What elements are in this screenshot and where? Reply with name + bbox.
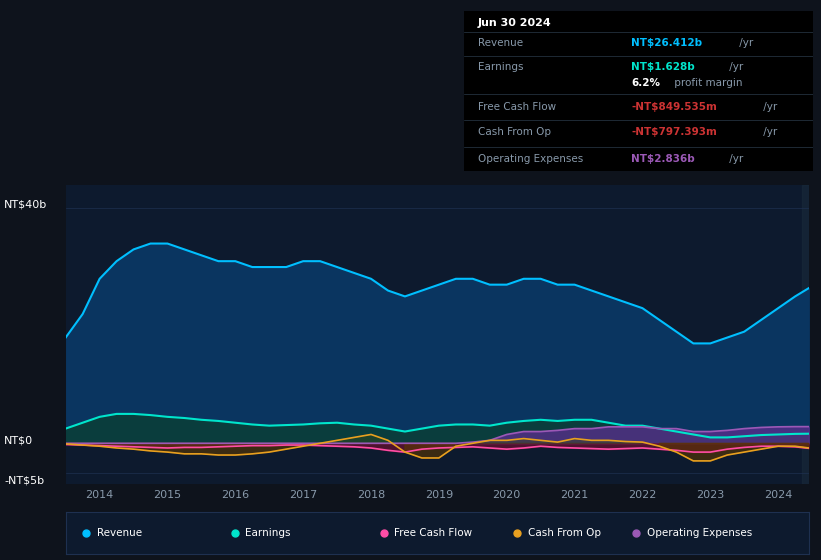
Text: /yr: /yr <box>726 62 743 72</box>
Text: -NT$5b: -NT$5b <box>4 475 44 486</box>
Text: Free Cash Flow: Free Cash Flow <box>478 102 556 112</box>
Text: NT$40b: NT$40b <box>4 200 48 210</box>
Text: Operating Expenses: Operating Expenses <box>647 529 752 538</box>
Bar <box>802 185 812 484</box>
Text: /yr: /yr <box>760 102 777 112</box>
Text: /yr: /yr <box>760 128 777 138</box>
Text: Revenue: Revenue <box>478 38 523 48</box>
Text: Jun 30 2024: Jun 30 2024 <box>478 18 552 29</box>
Text: /yr: /yr <box>726 154 743 164</box>
Text: Cash From Op: Cash From Op <box>478 128 551 138</box>
Text: NT$0: NT$0 <box>4 436 33 445</box>
Text: Cash From Op: Cash From Op <box>528 529 601 538</box>
Text: NT$2.836b: NT$2.836b <box>631 154 695 164</box>
Text: Operating Expenses: Operating Expenses <box>478 154 583 164</box>
Text: Revenue: Revenue <box>97 529 142 538</box>
Text: 6.2%: 6.2% <box>631 78 660 88</box>
Text: /yr: /yr <box>736 38 754 48</box>
Text: NT$1.628b: NT$1.628b <box>631 62 695 72</box>
Text: NT$26.412b: NT$26.412b <box>631 38 703 48</box>
Text: Free Cash Flow: Free Cash Flow <box>394 529 472 538</box>
Text: -NT$849.535m: -NT$849.535m <box>631 102 718 112</box>
Text: Earnings: Earnings <box>478 62 523 72</box>
Text: profit margin: profit margin <box>672 78 743 88</box>
Text: -NT$797.393m: -NT$797.393m <box>631 128 718 138</box>
Text: Earnings: Earnings <box>245 529 291 538</box>
